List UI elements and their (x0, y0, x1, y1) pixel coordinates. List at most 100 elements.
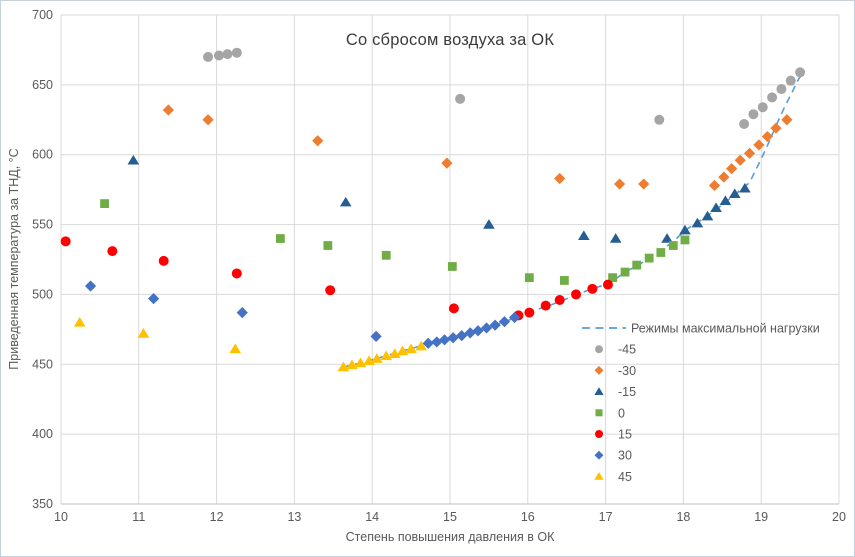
data-point (396, 345, 409, 356)
data-point (381, 250, 391, 260)
y-tick-label: 600 (32, 148, 53, 162)
legend-label-45: 45 (618, 470, 632, 484)
data-point (748, 109, 759, 120)
data-point (354, 357, 367, 368)
data-point (73, 316, 86, 327)
data-point (743, 147, 756, 159)
x-tick-label: 11 (132, 510, 145, 524)
data-point (325, 285, 336, 296)
data-point (761, 130, 774, 143)
data-point (508, 311, 521, 324)
data-point (767, 92, 778, 103)
data-point (638, 178, 650, 190)
data-point (84, 280, 97, 292)
data-point (781, 114, 793, 126)
data-point (614, 178, 626, 190)
data-point (680, 235, 690, 245)
series--15 (127, 154, 751, 243)
x-tick-label: 15 (443, 510, 457, 524)
series-45 (73, 316, 428, 372)
data-point (578, 230, 590, 240)
data-point (337, 361, 350, 372)
x-tick-label: 13 (287, 510, 301, 524)
data-point (595, 430, 603, 438)
data-point (236, 306, 248, 319)
x-tick-label: 19 (754, 510, 768, 524)
y-tick-label: 500 (32, 287, 53, 301)
data-point (447, 332, 459, 344)
x-tick-label: 17 (599, 510, 613, 524)
data-point (661, 233, 673, 243)
legend-label-30: 30 (618, 449, 632, 463)
data-point (222, 49, 233, 60)
data-point (339, 196, 352, 207)
data-point (719, 195, 732, 206)
data-point (203, 51, 214, 62)
data-point (448, 303, 459, 314)
x-tick-label: 18 (676, 510, 690, 524)
data-point (540, 300, 551, 311)
data-point (441, 157, 453, 169)
chart-title: Со сбросом воздуха за ОК (345, 31, 555, 49)
gridlines (60, 14, 840, 504)
data-point (312, 135, 324, 147)
y-tick-label: 450 (32, 357, 53, 371)
data-point (559, 276, 569, 285)
x-tick-label: 14 (365, 510, 379, 524)
y-tick-label: 400 (32, 427, 53, 441)
legend-label--45: -45 (618, 343, 636, 357)
data-point (668, 241, 678, 250)
data-point (431, 336, 443, 348)
data-point (554, 172, 566, 185)
data-point (770, 122, 782, 134)
data-point (483, 219, 495, 229)
data-point (162, 104, 174, 116)
data-point (380, 350, 393, 361)
data-point (202, 114, 214, 126)
data-point (609, 233, 622, 243)
data-point (776, 84, 787, 95)
data-point (147, 293, 160, 305)
data-point (594, 387, 604, 395)
data-point (231, 268, 242, 279)
y-tick-label: 650 (32, 78, 53, 92)
data-point (608, 273, 618, 283)
series-0 (100, 199, 690, 285)
y-tick-label: 550 (32, 218, 53, 232)
data-point (456, 330, 468, 342)
data-point (595, 409, 603, 417)
data-point (710, 202, 722, 213)
data-point (489, 319, 501, 331)
data-point (371, 353, 383, 363)
data-point (275, 234, 285, 243)
data-point (587, 283, 598, 294)
data-point (370, 330, 382, 342)
data-point (739, 118, 750, 129)
maxload-dashed-line (343, 73, 804, 368)
data-point (438, 334, 451, 346)
legend-label-0: 0 (618, 406, 625, 420)
data-point (137, 328, 150, 338)
data-point (739, 182, 751, 193)
data-point (757, 102, 768, 113)
data-point (346, 359, 358, 370)
data-point (231, 47, 242, 58)
data-point (464, 327, 476, 339)
data-point (753, 139, 765, 151)
data-point (524, 307, 535, 318)
data-point (701, 210, 714, 221)
data-point (455, 93, 466, 104)
y-tick-label: 350 (32, 497, 53, 511)
data-point (107, 246, 118, 257)
data-point (422, 337, 434, 349)
data-point (785, 75, 796, 86)
data-point (795, 67, 806, 78)
data-point (472, 325, 484, 337)
legend: Режимы максимальной нагрузки -45 -30 -15 0 15… (582, 322, 820, 484)
data-point (691, 217, 704, 228)
series-30 (84, 280, 521, 349)
x-tick-label: 20 (832, 510, 846, 524)
data-point (229, 343, 242, 354)
data-point (654, 114, 665, 125)
